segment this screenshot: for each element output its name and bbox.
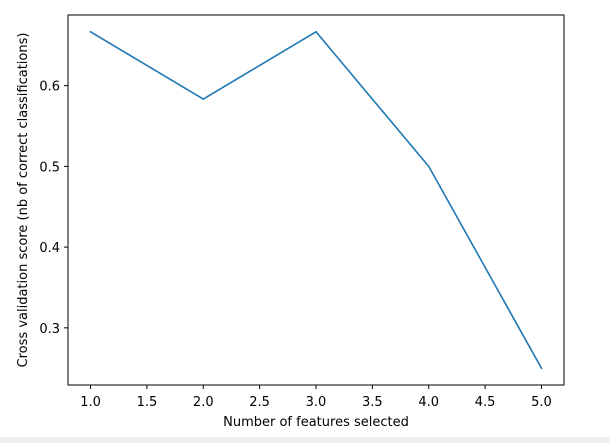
data-point bbox=[540, 367, 543, 370]
y-tick-label: 0.6 bbox=[39, 80, 60, 95]
x-tick-label: 4.5 bbox=[475, 395, 496, 410]
x-tick-label: 2.0 bbox=[193, 395, 214, 410]
y-axis-ticks: 0.3 0.4 0.5 0.6 bbox=[39, 80, 68, 337]
y-tick-label: 0.3 bbox=[39, 322, 60, 337]
x-tick-label: 3.5 bbox=[362, 395, 383, 410]
y-tick-label: 0.4 bbox=[39, 241, 60, 256]
data-point bbox=[202, 98, 205, 100]
x-axis-label: Number of features selected bbox=[223, 415, 409, 430]
x-tick-label: 1.0 bbox=[80, 395, 101, 410]
x-tick-label: 4.0 bbox=[418, 395, 439, 410]
data-point bbox=[427, 165, 430, 168]
series-layer bbox=[89, 30, 543, 370]
x-tick-label: 2.5 bbox=[249, 395, 270, 410]
x-axis-ticks: 1.0 1.5 2.0 2.5 3.0 3.5 4.0 4.5 5.0 bbox=[80, 385, 552, 410]
window-bottom-strip bbox=[0, 437, 610, 443]
y-axis-label: Cross validation score (nb of correct cl… bbox=[16, 33, 31, 368]
x-tick-label: 5.0 bbox=[531, 395, 552, 410]
data-point bbox=[89, 30, 92, 33]
y-tick-label: 0.5 bbox=[39, 160, 60, 175]
x-tick-label: 1.5 bbox=[137, 395, 158, 410]
x-tick-label: 3.0 bbox=[306, 395, 327, 410]
data-point bbox=[315, 30, 317, 33]
